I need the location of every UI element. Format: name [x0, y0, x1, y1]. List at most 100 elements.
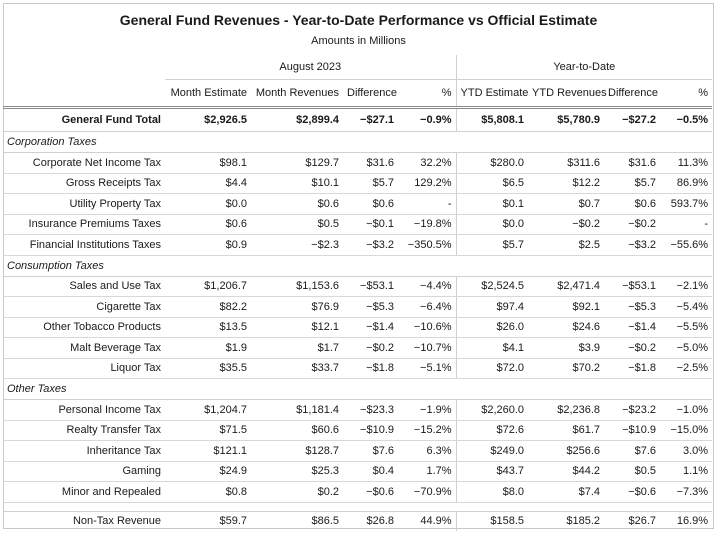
cell: $311.6	[528, 152, 605, 174]
cell: $0.5	[251, 214, 343, 235]
col-ytd-percent: %	[660, 79, 713, 109]
group-ytd: Year-to-Date	[455, 55, 713, 80]
cell: −$53.1	[604, 276, 661, 297]
cell: $0.6	[604, 193, 661, 215]
cell: −$0.1	[343, 214, 398, 235]
total-row: General Fund Total $2,926.5 $2,899.4 −$2…	[3, 107, 713, 132]
cell: −4.4%	[398, 276, 457, 297]
cell: −5.4%	[660, 296, 713, 318]
cell: −1.0%	[660, 399, 713, 421]
cell: −350.5%	[398, 234, 457, 256]
cell: $8.0	[455, 481, 529, 503]
cell: $158.5	[455, 511, 529, 531]
cell: $82.2	[165, 296, 251, 318]
cell: $26.7	[628, 515, 657, 528]
cell: $44.2	[528, 461, 605, 482]
cell: −$0.6	[343, 481, 398, 503]
cell: −$27.1	[343, 107, 398, 132]
cell: $1.7	[251, 337, 343, 359]
cell: $2,236.8	[528, 399, 605, 421]
cell: $26.8	[366, 515, 394, 528]
table-row: Financial Institutions Taxes $0.9 −$2.3 −$3…	[3, 234, 713, 256]
cell: $280.0	[455, 152, 529, 174]
cell: $1,206.7	[165, 276, 251, 297]
row-label: Cigarette Tax	[3, 296, 165, 318]
cell: $5,780.9	[528, 107, 605, 132]
cell: $5,808.1	[455, 107, 529, 132]
cell: 129.2%	[398, 173, 457, 194]
table-row: Liquor Tax $35.5 $33.7 −$1.8 −5.1% $72.0 $70.2…	[3, 358, 713, 379]
cell: −$27.2	[604, 107, 661, 132]
cell: $31.6	[343, 152, 398, 174]
table-row: Utility Property Tax $0.0 $0.6 $0.6- $0.1 $0.…	[3, 193, 713, 215]
cell: $13.5	[165, 317, 251, 338]
table-row: Sales and Use Tax $1,206.7 $1,153.6 −$53.1−…	[3, 276, 713, 297]
category-row: Consumption Taxes	[3, 255, 713, 277]
row-label: Other Tobacco Products	[3, 317, 165, 338]
cell: $0.0	[455, 214, 529, 235]
cell: $35.5	[165, 358, 251, 379]
cell: −6.4%	[398, 296, 457, 318]
cell: −$3.2	[343, 234, 398, 256]
cell: −$0.2	[528, 214, 605, 235]
cell: −$10.9	[343, 420, 398, 441]
cell: −5.1%	[398, 358, 457, 379]
cell: $0.8	[165, 481, 251, 503]
cell: $12.2	[528, 173, 605, 194]
column-header-row: Month Estimate Month Revenues Difference…	[3, 79, 713, 109]
table-row: Gaming $24.9 $25.3 $0.4 1.7% $43.7 $44.2 $0.5 1.…	[3, 461, 713, 482]
cell: -	[398, 193, 457, 215]
cell: $7.6	[604, 440, 661, 462]
cell: $2,260.0	[455, 399, 529, 421]
cell: −10.7%	[398, 337, 457, 359]
cell: $256.6	[528, 440, 605, 462]
cell: −15.2%	[398, 420, 457, 441]
cell: 16.9%	[676, 515, 709, 528]
cell: −7.3%	[660, 481, 713, 503]
col-ytd-revenues: YTD Revenues	[528, 79, 607, 109]
category-label: Consumption Taxes	[3, 255, 713, 277]
cell: −0.9%	[398, 107, 457, 132]
cell: −$0.6	[604, 481, 661, 503]
cell: $0.7	[528, 193, 605, 215]
cell: $121.1	[165, 440, 251, 462]
revenue-table: August 2023 Year-to-Date Month Estimate …	[3, 55, 713, 531]
row-label: General Fund Total	[3, 107, 165, 132]
cell: 593.7%	[660, 193, 713, 215]
cell: $4.1	[455, 337, 529, 359]
cell: $76.9	[251, 296, 343, 318]
cell: $3.9	[528, 337, 605, 359]
row-label: Corporate Net Income Tax	[3, 152, 165, 174]
cell: $97.4	[455, 296, 529, 318]
cell: −19.8%	[398, 214, 457, 235]
cell: −$1.8	[343, 358, 398, 379]
cell: $7.6	[343, 440, 398, 462]
cell: −2.1%	[660, 276, 713, 297]
row-label: Personal Income Tax	[3, 399, 165, 421]
cell: $185.2	[566, 515, 601, 528]
table-row: Cigarette Tax $82.2 $76.9 −$5.3 −6.4% $97.4 $9…	[3, 296, 713, 318]
cell: $31.6	[604, 152, 661, 174]
row-label: Non-Tax Revenue	[72, 515, 161, 528]
row-label: Malt Beverage Tax	[3, 337, 165, 359]
col-ytd-estimate: YTD Estimate	[455, 79, 528, 109]
col-month-estimate: Month Estimate	[165, 79, 251, 109]
cell: −$53.1	[343, 276, 398, 297]
cell: $86.5	[311, 515, 339, 528]
cell: $2,471.4	[528, 276, 605, 297]
cell: $24.9	[165, 461, 251, 482]
cell: −1.9%	[398, 399, 457, 421]
cell: −55.6%	[660, 234, 713, 256]
cell: −$1.4	[343, 317, 398, 338]
cell: −$5.3	[343, 296, 398, 318]
cell: 86.9%	[660, 173, 713, 194]
cell: $59.7	[219, 515, 247, 528]
cell: $0.6	[343, 193, 398, 215]
cell: $1,204.7	[165, 399, 251, 421]
cell: −$2.3	[251, 234, 343, 256]
group-month: August 2023	[165, 55, 457, 80]
table-row: Corporate Net Income Tax $98.1 $129.7 $31.6…	[3, 152, 713, 174]
cell: $1,153.6	[251, 276, 343, 297]
category-label: Other Taxes	[3, 378, 713, 400]
cell: −5.0%	[660, 337, 713, 359]
